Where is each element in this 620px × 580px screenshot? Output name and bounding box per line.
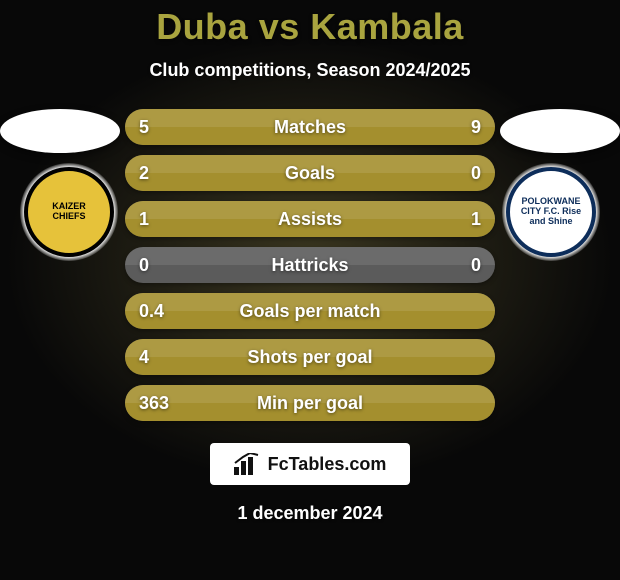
branding-badge: FcTables.com bbox=[210, 443, 411, 485]
stat-row-labels: Goals per match0.4 bbox=[125, 293, 495, 329]
stat-row-label: Goals per match bbox=[125, 293, 495, 329]
stat-row-label: Matches bbox=[125, 109, 495, 145]
page-subtitle: Club competitions, Season 2024/2025 bbox=[149, 60, 470, 81]
stats-block: KAIZER CHIEFS POLOKWANE CITY F.C. Rise a… bbox=[0, 109, 620, 421]
stat-row-labels: Shots per goal4 bbox=[125, 339, 495, 375]
stat-row-value-right: 0 bbox=[471, 247, 481, 283]
stat-row-value-left: 0 bbox=[139, 247, 149, 283]
stat-row: Goals2 0 bbox=[125, 155, 495, 191]
stat-row-value-left: 5 bbox=[139, 109, 149, 145]
stat-row-label: Shots per goal bbox=[125, 339, 495, 375]
club-logo-left-label: KAIZER CHIEFS bbox=[34, 177, 104, 247]
date-label: 1 december 2024 bbox=[237, 503, 382, 524]
stat-row-value-left: 363 bbox=[139, 385, 169, 421]
stat-row-value-right: 9 bbox=[471, 109, 481, 145]
stat-row-labels: Matches5 9 bbox=[125, 109, 495, 145]
player-right-ellipse bbox=[500, 109, 620, 153]
club-logo-right: POLOKWANE CITY F.C. Rise and Shine bbox=[502, 163, 600, 261]
stat-row-label: Hattricks bbox=[125, 247, 495, 283]
stat-row-label: Goals bbox=[125, 155, 495, 191]
stat-row-value-left: 1 bbox=[139, 201, 149, 237]
stat-row-labels: Hattricks0 0 bbox=[125, 247, 495, 283]
content-container: Duba vs Kambala Club competitions, Seaso… bbox=[0, 0, 620, 580]
club-logo-left: KAIZER CHIEFS bbox=[20, 163, 118, 261]
stat-row: Min per goal363 bbox=[125, 385, 495, 421]
stat-row-label: Min per goal bbox=[125, 385, 495, 421]
page-title: Duba vs Kambala bbox=[156, 6, 464, 48]
stat-row: Shots per goal4 bbox=[125, 339, 495, 375]
stat-row-labels: Goals2 0 bbox=[125, 155, 495, 191]
stat-row-value-left: 2 bbox=[139, 155, 149, 191]
stat-row-labels: Min per goal363 bbox=[125, 385, 495, 421]
stat-row-value-right: 0 bbox=[471, 155, 481, 191]
player-left-ellipse bbox=[0, 109, 120, 153]
club-logo-right-label: POLOKWANE CITY F.C. Rise and Shine bbox=[516, 177, 586, 247]
branding-label: FcTables.com bbox=[268, 454, 387, 475]
branding-chart-icon bbox=[234, 453, 260, 475]
stat-row-value-left: 0.4 bbox=[139, 293, 164, 329]
stat-row: Goals per match0.4 bbox=[125, 293, 495, 329]
stat-row: Hattricks0 0 bbox=[125, 247, 495, 283]
stat-row-value-right: 1 bbox=[471, 201, 481, 237]
stat-row-labels: Assists1 1 bbox=[125, 201, 495, 237]
stat-row: Matches5 9 bbox=[125, 109, 495, 145]
stat-row-value-left: 4 bbox=[139, 339, 149, 375]
stat-row-label: Assists bbox=[125, 201, 495, 237]
stat-rows: Matches59Goals20Assists11Hattricks00Goal… bbox=[125, 109, 495, 421]
stat-row: Assists1 1 bbox=[125, 201, 495, 237]
